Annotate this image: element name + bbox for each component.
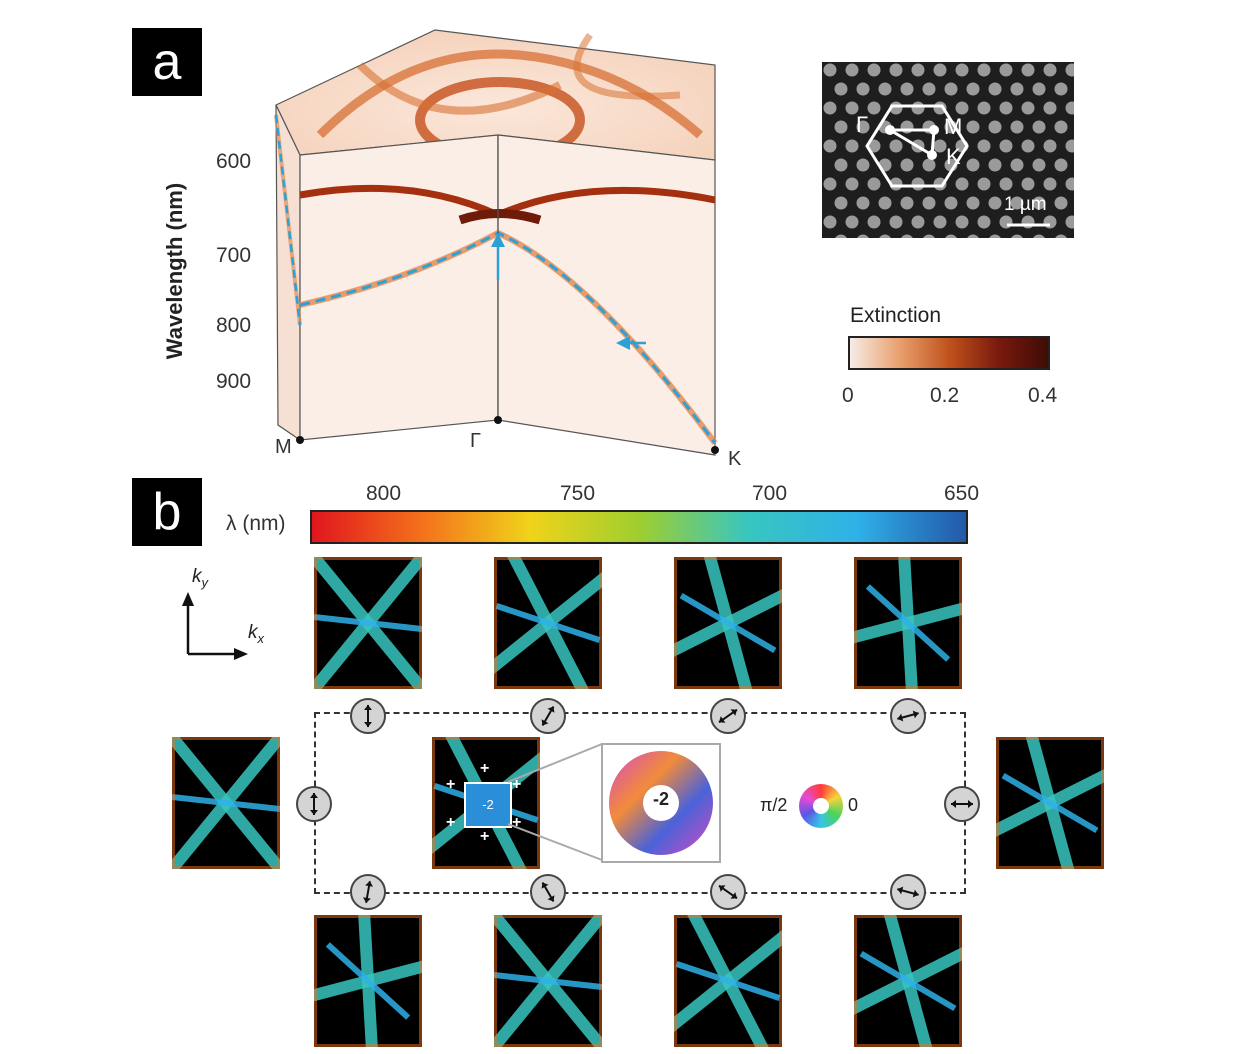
polarizer-icon-left [296, 786, 332, 822]
k-point-m: M [275, 436, 292, 458]
kx-label: kx [248, 622, 264, 646]
zoom-charge: -2 [652, 789, 669, 809]
lambda-tick-650: 650 [944, 482, 980, 505]
polarizer-icon-top-2 [530, 698, 566, 734]
k-axes-icon [182, 592, 248, 660]
y-axis-label: Wavelength (nm) [162, 182, 187, 360]
lambda-tick-750: 750 [560, 482, 596, 505]
kspace-tile-bottom-3 [674, 915, 782, 1047]
plus-marker-2: + [446, 776, 456, 793]
inset-gamma: Γ [856, 112, 869, 137]
plus-marker-4: + [446, 814, 456, 831]
y-tick-600: 600 [216, 150, 252, 173]
zoom-callout-lines [507, 743, 603, 861]
kspace-tile-top-2 [494, 557, 602, 689]
plus-marker-5: + [512, 814, 522, 831]
kspace-bands [674, 915, 782, 1047]
kspace-tile-bottom-4 [854, 915, 962, 1047]
kspace-tile-left [172, 737, 280, 869]
extinction-colorbar [848, 336, 1050, 370]
center-charge-box: -2 [464, 782, 512, 828]
panel-a-label: a [132, 28, 202, 96]
plus-marker-6: + [480, 828, 490, 845]
kspace-tile-bottom-1 [314, 915, 422, 1047]
phase-label-right: 0 [848, 795, 859, 815]
phase-label-left: π/2 [760, 795, 788, 815]
kspace-bands [314, 557, 422, 689]
polarizer-icon-right [944, 786, 980, 822]
polarizer-icon-top-3 [710, 698, 746, 734]
y-tick-800: 800 [216, 314, 252, 337]
band-structure-3d [274, 29, 719, 456]
sem-lattice [823, 63, 1074, 238]
kspace-bands [674, 557, 782, 689]
lambda-label: λ (nm) [226, 512, 286, 535]
polarizer-icon-bottom-3 [710, 874, 746, 910]
k-point-k: K [728, 448, 742, 470]
extinction-tick-04: 0.4 [1028, 384, 1058, 407]
y-tick-700: 700 [216, 244, 252, 267]
polarizer-icon-bottom-2 [530, 874, 566, 910]
polarizer-icon-top-1 [350, 698, 386, 734]
wavelength-colorbar [310, 510, 968, 544]
kspace-bands [172, 737, 280, 869]
kspace-tile-right [996, 737, 1104, 869]
kspace-tile-top-4 [854, 557, 962, 689]
inset-scale-bar: 1 µm [1004, 194, 1047, 215]
lambda-tick-700: 700 [752, 482, 788, 505]
polarization-zoom: -2 [601, 743, 721, 863]
y-tick-900: 900 [216, 370, 252, 393]
kspace-tile-top-3 [674, 557, 782, 689]
inset-m: M [944, 114, 963, 139]
polarizer-icon-top-4 [890, 698, 926, 734]
extinction-tick-0: 0 [842, 384, 854, 407]
kspace-tile-bottom-2 [494, 915, 602, 1047]
ky-label: ky [192, 566, 208, 590]
panel-b-label: b [132, 478, 202, 546]
kspace-bands [854, 557, 962, 689]
phase-wheel [799, 784, 843, 828]
kspace-bands [996, 737, 1104, 869]
kspace-bands [314, 915, 422, 1047]
extinction-tick-02: 0.2 [930, 384, 960, 407]
kspace-tile-top-1 [314, 557, 422, 689]
polarizer-icon-bottom-1 [350, 874, 386, 910]
plus-marker-3: + [512, 776, 522, 793]
polarization-vortex [609, 751, 713, 855]
plus-marker-1: + [480, 760, 490, 777]
kspace-bands [854, 915, 962, 1047]
sem-inset: Γ M K 1 µm [822, 62, 1074, 238]
k-point-gamma: Γ [470, 430, 482, 452]
extinction-title: Extinction [850, 304, 942, 327]
kspace-bands [494, 557, 602, 689]
inset-k: K [946, 144, 961, 169]
polarizer-icon-bottom-4 [890, 874, 926, 910]
kspace-bands [494, 915, 602, 1047]
lambda-tick-800: 800 [366, 482, 402, 505]
